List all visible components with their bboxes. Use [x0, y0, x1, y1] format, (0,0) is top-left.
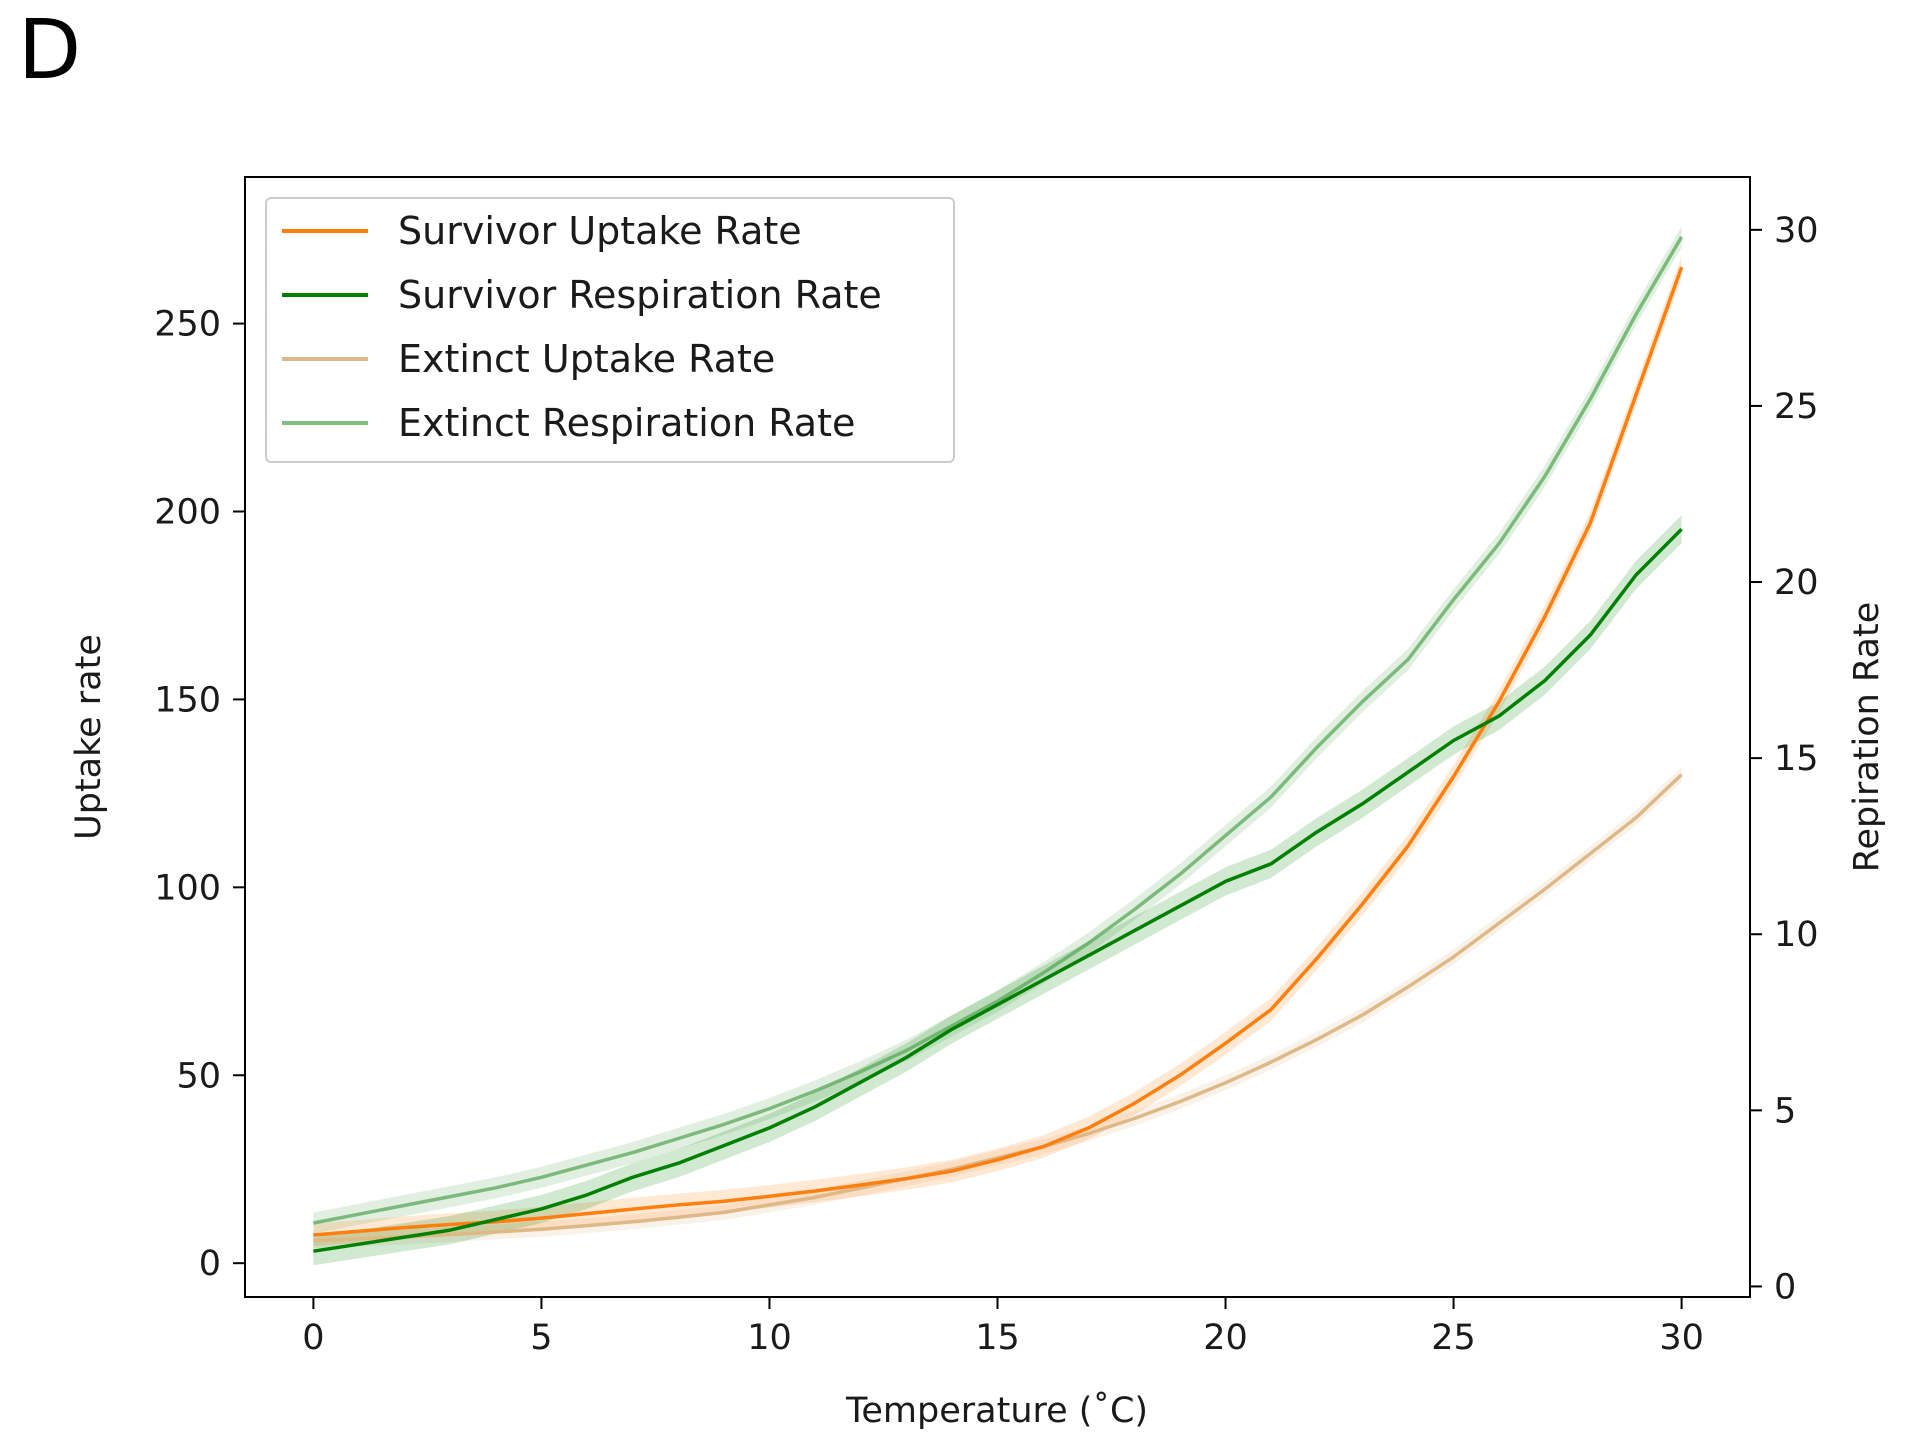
y-axis-title: Uptake rate: [69, 634, 109, 840]
y-axis-right: 0 5 10 15 20 25 30: [1750, 211, 1819, 1307]
y-right-tick-label: 15: [1774, 739, 1819, 779]
y-tick-label: 200: [154, 492, 221, 532]
survivor-uptake-rate-legend-label: Survivor Uptake Rate: [398, 209, 802, 253]
legend-box: [265, 197, 955, 463]
extinct-respiration-rate-legend-label: Extinct Respiration Rate: [398, 401, 855, 445]
survivor-respiration-rate-line: [313, 527, 1683, 1253]
y-right-tick-label: 10: [1774, 915, 1819, 955]
extinct-uptake-rate-band: [313, 767, 1682, 1249]
x-axis-title: Temperature (˚C): [845, 1390, 1148, 1431]
x-tick-label: 20: [1203, 1318, 1248, 1358]
survivor-uptake-rate-line: [313, 266, 1684, 1237]
x-tick-label: 30: [1659, 1318, 1704, 1358]
y-right-tick-label: 0: [1774, 1267, 1796, 1307]
panel-label: D: [18, 3, 82, 98]
y-right-tick-label: 5: [1774, 1091, 1796, 1131]
series-lines: [313, 236, 1684, 1253]
x-tick-label: 0: [302, 1318, 324, 1358]
y-right-tick-label: 30: [1774, 211, 1819, 251]
y-right-tick-label: 25: [1774, 387, 1819, 427]
confidence-bands: [313, 226, 1682, 1266]
survivor-respiration-rate-legend-label: Survivor Respiration Rate: [398, 273, 882, 317]
x-tick-label: 10: [747, 1318, 792, 1358]
x-tick-label: 25: [1431, 1318, 1476, 1358]
x-tick-label: 15: [975, 1318, 1020, 1358]
extinct-uptake-rate-line: [313, 773, 1683, 1243]
y-tick-label: 50: [176, 1056, 221, 1096]
y-tick-label: 150: [154, 680, 221, 720]
y-axis-right-title: Repiration Rate: [1847, 602, 1887, 872]
y-tick-label: 100: [154, 868, 221, 908]
y-tick-label: 250: [154, 305, 221, 345]
y-right-tick-label: 20: [1774, 563, 1819, 603]
x-axis: 0 5 10 15 20 25 30: [302, 1297, 1704, 1358]
y-tick-label: 0: [199, 1244, 221, 1284]
legend: Survivor Uptake Rate Survivor Respiration…: [265, 197, 955, 463]
x-tick-label: 5: [530, 1318, 552, 1358]
extinct-uptake-rate-legend-label: Extinct Uptake Rate: [398, 337, 775, 381]
y-axis-left: 0 50 100 150 200 250: [154, 305, 245, 1284]
extinct-respiration-rate-line: [313, 236, 1684, 1225]
